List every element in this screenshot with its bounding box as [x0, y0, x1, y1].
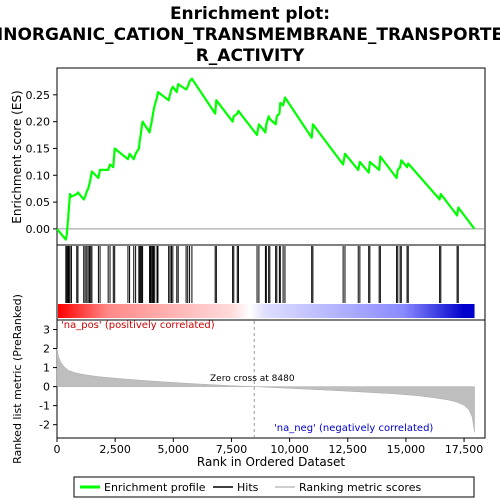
bottom-y-axis-label: Ranked list metric (PreRanked) — [11, 294, 24, 464]
ranking-metric-layer — [56, 321, 475, 437]
x-tick-label: 7,500 — [216, 443, 248, 456]
chart-title-line2: INORGANIC_CATION_TRANSMEMBRANE_TRANSPORT… — [0, 25, 500, 45]
es-y-tick-label: 0.00 — [26, 223, 51, 236]
metric-y-tick-label: 1 — [43, 362, 50, 375]
x-tick-label: 2,500 — [99, 443, 131, 456]
x-tick-label: 12,500 — [329, 443, 368, 456]
x-tick-label: 17,500 — [445, 443, 484, 456]
bottom-panel-frame — [56, 319, 486, 439]
x-tick-label: 15,000 — [387, 443, 426, 456]
bottom-panel-x-ticks: 0 2,500 5,000 7,500 10,000 12,500 15,000 17,500 — [54, 438, 484, 456]
x-tick-label: 0 — [54, 443, 61, 456]
enrichment-profile-line — [56, 77, 476, 241]
na-pos-label: 'na_pos' (positively correlated) — [61, 320, 215, 331]
legend-metric-label: Ranking metric scores — [299, 481, 421, 494]
chart-title-line3: R_ACTIVITY — [196, 46, 305, 66]
metric-y-tick-label: 3 — [43, 324, 50, 337]
ranking-metric-area — [56, 348, 475, 433]
bottom-panel-y-ticks: -2 -1 0 1 2 3 — [39, 324, 57, 432]
metric-y-tick-label: 2 — [43, 343, 50, 356]
top-y-axis-label: Enrichment score (ES) — [10, 90, 24, 223]
es-y-tick-label: 0.10 — [26, 169, 51, 182]
rank-gradient-bar — [58, 304, 475, 318]
chart-title-line1: Enrichment plot: — [170, 4, 330, 24]
metric-y-tick-label: -1 — [39, 400, 50, 413]
zero-cross-label: Zero cross at 8480 — [210, 374, 295, 384]
metric-y-tick-label: -2 — [39, 419, 50, 432]
top-panel-y-ticks: 0.00 0.05 0.10 0.15 0.20 0.25 — [26, 89, 57, 236]
hits-layer — [65, 246, 459, 303]
es-y-tick-label: 0.15 — [26, 142, 51, 155]
enrichment-profile-layer — [56, 77, 476, 241]
legend-hits-label: Hits — [237, 481, 259, 494]
es-y-tick-label: 0.25 — [26, 89, 51, 102]
es-y-tick-label: 0.05 — [26, 196, 51, 209]
x-axis-label: Rank in Ordered Dataset — [197, 455, 345, 469]
legend-box — [73, 476, 475, 498]
rank-gradient-rect — [58, 304, 475, 318]
na-neg-label: 'na_neg' (negatively correlated) — [274, 423, 433, 434]
x-tick-label: 5,000 — [158, 443, 190, 456]
top-panel-frame — [56, 67, 486, 246]
es-y-tick-label: 0.20 — [26, 116, 51, 129]
x-tick-label: 10,000 — [270, 443, 309, 456]
legend-profile-label: Enrichment profile — [104, 481, 206, 494]
metric-y-tick-label: 0 — [43, 381, 50, 394]
